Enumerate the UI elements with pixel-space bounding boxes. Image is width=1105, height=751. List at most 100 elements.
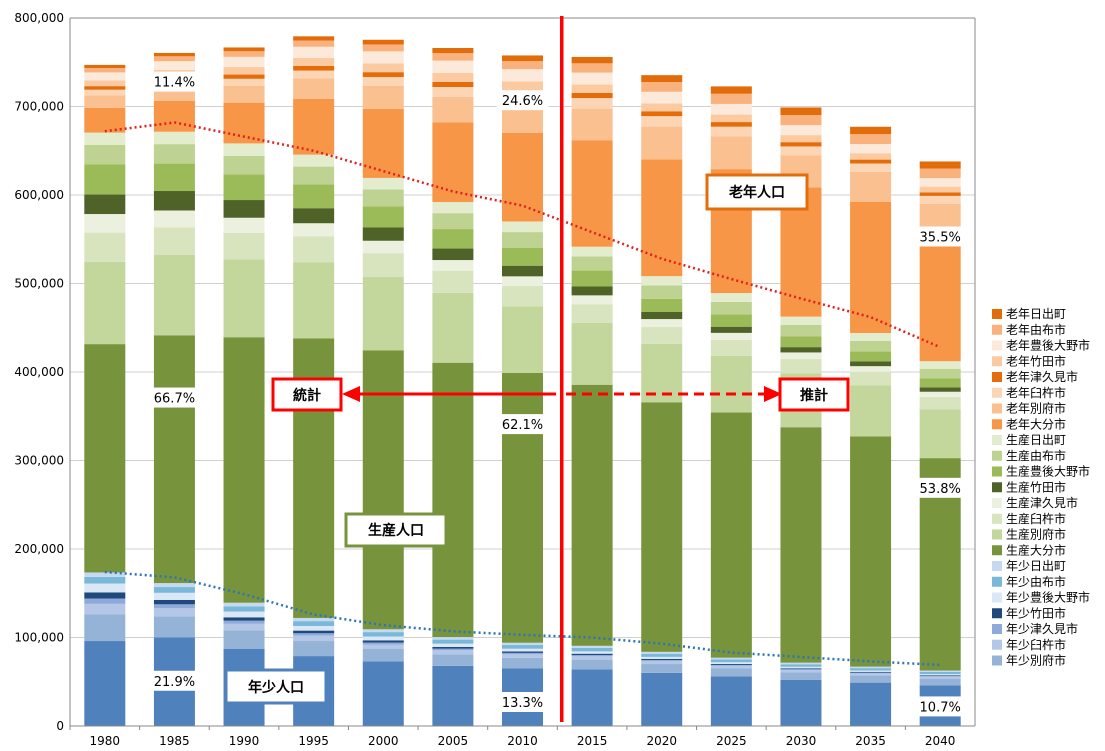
bar-segment [780,114,822,126]
working-label: 生産人口 [368,522,424,539]
y-tick-label: 400,000 [14,365,64,379]
y-tick-label: 300,000 [14,454,64,468]
bar-segment [780,347,822,353]
bar-segment [710,355,752,413]
bar-segment [502,61,543,70]
percent-label-bg [496,691,549,712]
x-tick-label: 1980 [90,734,121,748]
x-tick-label: 2040 [925,734,956,748]
bar-segment [502,69,543,82]
bar-segment [850,340,892,352]
x-tick-label: 2000 [368,734,399,748]
legend-label: 生産豊後大野市 [1006,464,1090,479]
x-tick-label: 1985 [159,734,190,748]
bar-segment [641,311,683,320]
bar-segment [710,668,752,677]
legend-swatch [992,340,1002,351]
bar-segment [919,192,961,196]
axes: 0 100,000 200,000 300,000 400,000 500,000 600,… [14,11,976,748]
bar-segment [641,656,683,659]
bar-segment [362,629,404,633]
legend-swatch [992,435,1002,445]
left-arrowhead-icon [342,386,360,402]
bar-segment [223,200,265,218]
bar-segment [850,671,892,673]
bar-segment [850,153,892,160]
bar-segment [223,602,265,607]
percent-label-bg [496,90,549,111]
bar-segment [919,232,961,362]
bar-segment [850,673,892,676]
bar-segment [641,298,683,312]
bar-segment [850,670,892,672]
bar-segment [780,352,822,360]
legend-swatch [992,372,1002,382]
bar-segment [641,319,683,328]
bar-segment [293,621,335,626]
bar-segment [362,177,404,190]
bar-segment [84,64,126,69]
bar-segment [919,186,961,193]
bar-segment [223,56,265,68]
x-tick-label: 2025 [716,734,747,748]
legend-label: 生産日出町 [1006,432,1066,447]
bar-segment [710,136,752,170]
bar-segment [153,592,195,600]
bar-segment [223,259,265,338]
right-arrowhead-icon [764,386,782,402]
bar-segment [641,126,683,160]
bar-segment [641,285,683,299]
bar-segment [293,641,335,657]
bar-segment [571,72,613,85]
bar-segment [641,402,683,652]
bar-segment [571,98,613,109]
bar-segment [641,276,683,286]
bar-segment [502,265,543,277]
bar-segment [362,44,404,52]
legend-label: 年少臼杵市 [1006,637,1066,652]
bar-segment [84,164,126,195]
bar-segment [710,676,752,726]
bar-segment [293,166,335,185]
bar-segment [293,184,335,209]
bar-segment [571,655,613,657]
bar-segment [850,672,892,674]
bar-segment [432,260,474,271]
bar-segment [223,620,265,624]
bar-segment [432,248,474,261]
bar-segment [153,52,195,57]
percent-label-bg [914,226,967,247]
trend-line [104,121,941,349]
bar-segment [571,270,613,287]
bar-segment [362,253,404,278]
bar-segment [223,337,265,603]
bar-segment [710,93,752,104]
bar-segment [223,617,265,621]
legend-label: 老年津久見市 [1006,369,1078,384]
bar-segment [223,630,265,650]
percent-label-bg [914,477,967,498]
bar-segment [850,436,892,667]
bar-segment [84,68,126,73]
bar-segment [571,653,613,656]
bar-segment [293,630,335,634]
bar-segment [850,159,892,164]
bar-segment [84,592,126,599]
bar-segment [571,304,613,323]
bar-segment [641,658,683,660]
bar-segment [502,81,543,91]
bar-segment [84,86,126,90]
bar-segment [223,623,265,631]
bar-segment [502,648,543,652]
bar-segment [362,63,404,73]
bar-segment [432,639,474,644]
bar-segment [293,223,335,237]
bar-segment [362,240,404,254]
bar-segment [780,668,822,670]
bar-segment [780,679,822,726]
x-tick-label: 2030 [786,734,817,748]
bar-segment [432,665,474,726]
bar-segment [919,361,961,369]
bar-segment [710,122,752,127]
